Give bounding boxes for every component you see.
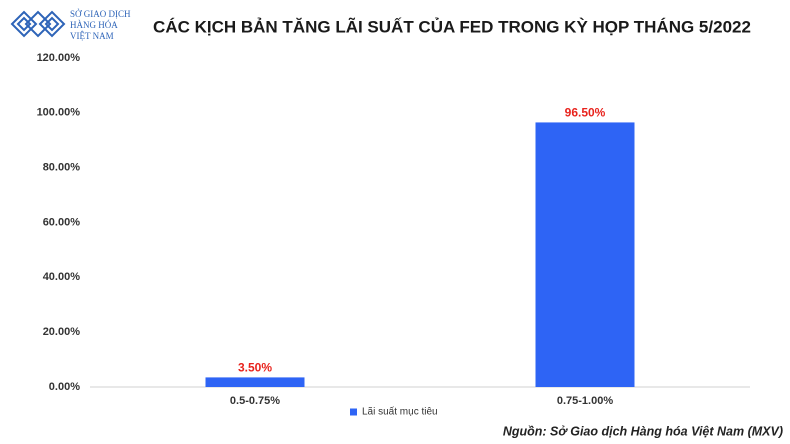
bar — [205, 377, 305, 387]
logo-diamond — [10, 10, 38, 38]
y-tick-label: 40.00% — [43, 271, 81, 283]
chart-title: CÁC KỊCH BẢN TĂNG LÃI SUẤT CỦA FED TRONG… — [153, 16, 751, 36]
logo-text: HÀNG HÓA — [70, 20, 118, 30]
y-tick-label: 60.00% — [43, 216, 81, 228]
y-tick-label: 120.00% — [37, 52, 81, 64]
y-tick-label: 80.00% — [43, 162, 81, 174]
x-tick-label: 0.5-0.75% — [230, 395, 280, 407]
legend-label: Lãi suất mục tiêu — [362, 406, 438, 418]
bar — [535, 122, 635, 387]
logo-text: SỞ GIAO DỊCH — [70, 9, 131, 19]
logo-diamond — [24, 10, 52, 38]
logo-diamond — [38, 10, 66, 38]
y-tick-label: 100.00% — [37, 107, 81, 119]
logo-text: VIỆT NAM — [70, 31, 114, 41]
logo — [10, 10, 66, 38]
data-label: 96.50% — [565, 106, 606, 120]
source: Nguồn: Sở Giao dịch Hàng hóa Việt Nam (M… — [503, 424, 783, 438]
logo-diamond — [16, 16, 32, 32]
x-tick-label: 0.75-1.00% — [557, 395, 613, 407]
legend-swatch — [350, 408, 357, 416]
y-tick-label: 0.00% — [49, 381, 80, 393]
y-tick-label: 20.00% — [43, 326, 81, 338]
logo-diamond — [44, 16, 60, 32]
data-label: 3.50% — [238, 361, 272, 375]
